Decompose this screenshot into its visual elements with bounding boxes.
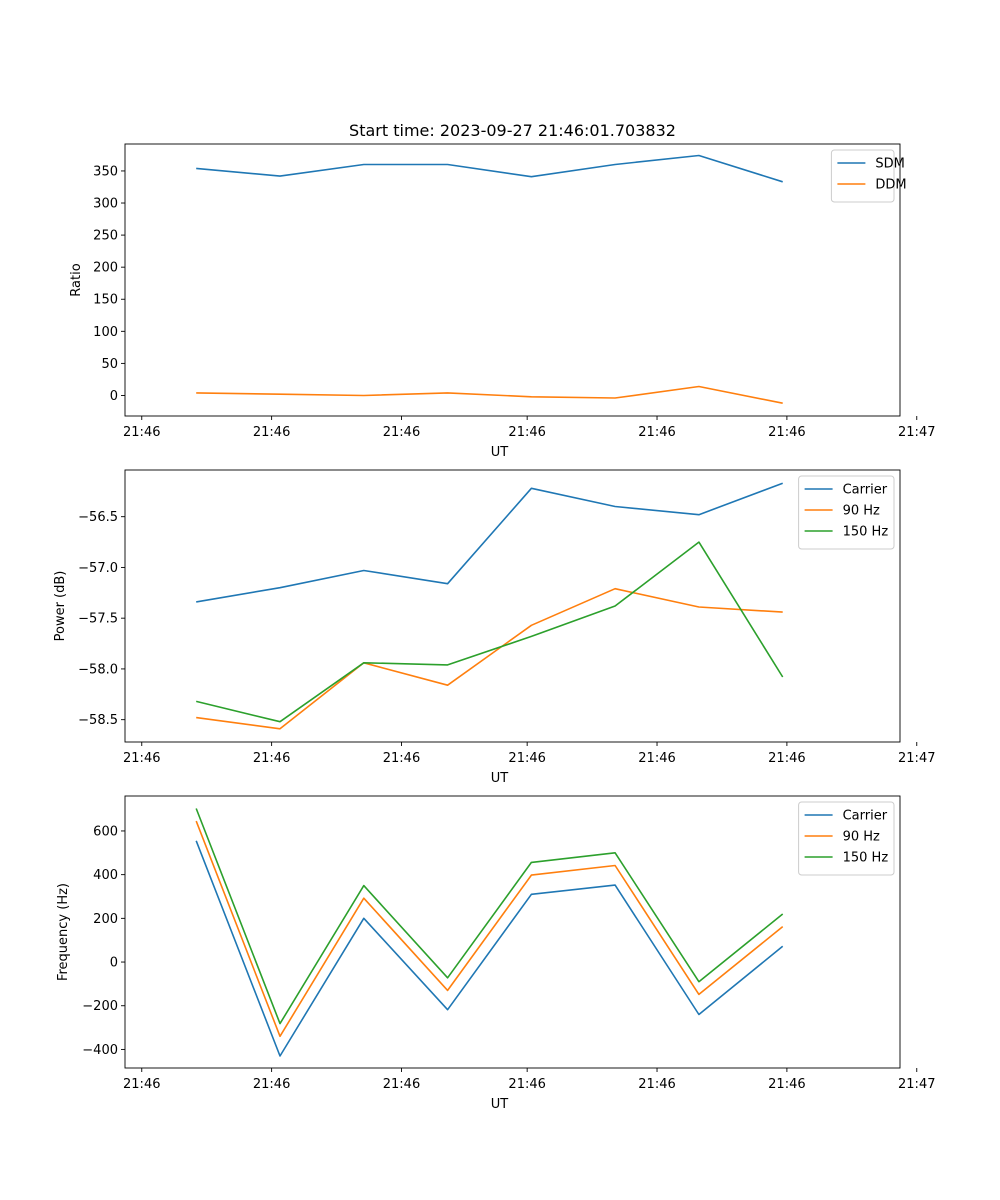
y-tick-label: 200 [93,261,118,276]
series-line-carrier [195,840,784,1057]
y-tick-label: 0 [110,389,118,404]
x-tick-label: 21:46 [123,425,160,440]
x-tick-label: 21:46 [508,425,545,440]
y-tick-label: −200 [82,999,118,1014]
x-tick-label: 21:46 [253,751,290,766]
x-tick-label: 21:46 [638,425,675,440]
legend: Carrier 90 Hz 150 Hz [798,801,895,876]
y-tick-label: −400 [82,1043,118,1058]
legend: SDM DDM [830,149,907,203]
y-tick-label: 400 [93,868,118,883]
x-tick-label: 21:46 [638,751,675,766]
legend-label: 90 Hz [843,504,880,519]
x-axis-label: UT [491,1097,509,1112]
y-tick-label: −58.0 [78,662,118,677]
series-line-90-hz [196,587,783,730]
y-tick-label: 150 [93,293,118,308]
series-line-150-hz [196,541,784,723]
x-tick-label: 21:46 [253,425,290,440]
y-tick-label: −57.0 [78,561,118,576]
y-tick-label: 300 [93,197,118,212]
x-tick-label: 21:46 [768,425,805,440]
legend: Carrier 90 Hz 150 Hz [798,475,895,550]
series-line-90-hz [195,820,784,1038]
x-tick-label: 21:46 [383,425,420,440]
x-tick-label: 21:46 [383,751,420,766]
series-line-ddm [196,385,783,404]
axes-frame [124,469,901,743]
x-tick-label: 21:47 [898,425,935,440]
series-line-sdm [196,154,783,183]
legend-label: Carrier [843,483,888,498]
x-tick-label: 21:46 [383,1077,420,1092]
x-tick-label: 21:46 [123,751,160,766]
panel-1: 21:46 21:46 21:46 21:46 21:46 21:46 21:47 0 50 10… [69,143,935,460]
legend-label: Carrier [843,809,888,824]
x-tick-label: 21:46 [508,751,545,766]
x-tick-label: 21:47 [898,1077,935,1092]
y-tick-label: −58.5 [78,713,118,728]
axes-frame [124,143,901,417]
y-tick-label: 100 [93,325,118,340]
y-tick-label: −57.5 [78,612,118,627]
x-tick-label: 21:47 [898,751,935,766]
axes-frame [124,795,901,1069]
series-line-carrier [196,482,783,603]
y-axis-label: Frequency (Hz) [56,883,71,981]
x-tick-label: 21:46 [123,1077,160,1092]
panel-2: 21:46 21:46 21:46 21:46 21:46 21:46 21:47 −58.5… [53,469,935,786]
y-tick-label: 600 [93,824,118,839]
legend-label: 90 Hz [843,830,880,845]
y-axis-label: Power (dB) [53,571,68,642]
chart-title: Start time: 2023-09-27 21:46:01.703832 [349,121,676,140]
legend-label: 150 Hz [843,851,889,866]
x-axis-label: UT [491,771,509,786]
legend-label: 150 Hz [843,525,889,540]
y-tick-label: −56.5 [78,510,118,525]
y-tick-label: 50 [101,357,118,372]
panel-3: 21:46 21:46 21:46 21:46 21:46 21:46 21:47 −400 −… [56,795,935,1112]
y-tick-label: 250 [93,229,118,244]
x-tick-label: 21:46 [768,751,805,766]
y-tick-label: 0 [110,956,118,971]
y-axis-label: Ratio [69,263,84,296]
x-tick-label: 21:46 [508,1077,545,1092]
x-tick-label: 21:46 [638,1077,675,1092]
x-tick-label: 21:46 [768,1077,805,1092]
x-axis-label: UT [491,445,509,460]
series-line-150-hz [195,808,784,1025]
x-tick-label: 21:46 [253,1077,290,1092]
legend-label: DDM [875,178,906,193]
legend-label: SDM [875,157,904,172]
y-tick-label: 200 [93,912,118,927]
y-tick-label: 350 [93,164,118,179]
